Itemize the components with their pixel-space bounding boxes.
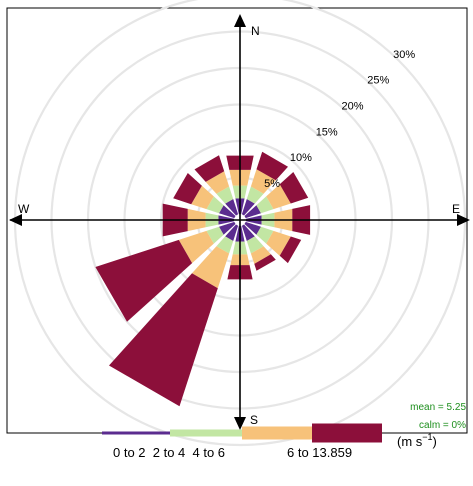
petal-30-3 [256, 151, 288, 181]
ring-label-5: 5% [264, 178, 280, 190]
petal-60-3 [279, 172, 309, 204]
petal-210-2 [192, 246, 230, 289]
petal-120-0 [244, 221, 261, 235]
compass-north-label: N [251, 24, 260, 38]
mean-stat: mean = 5.25 [410, 402, 466, 413]
petal-150-2 [250, 246, 271, 264]
compass-west-label: W [18, 202, 30, 216]
petal-240-0 [219, 221, 236, 235]
ring-label-15: 15% [316, 126, 338, 138]
south-arrow-icon [234, 417, 246, 430]
petal-330-3 [194, 155, 225, 182]
ring-label-20: 20% [342, 101, 364, 113]
petal-300-2 [191, 185, 214, 210]
calm-stat: calm = 0% [419, 420, 466, 431]
ring-labels: 5% 10% 15% 20% 25% 30% [264, 49, 415, 190]
petal-330-2 [205, 171, 230, 194]
compass-east-label: E [452, 202, 460, 216]
petal-150-0 [241, 224, 255, 241]
petal-30-0 [241, 199, 255, 216]
ring-label-10: 10% [290, 152, 312, 164]
compass-south-label: S [250, 413, 258, 427]
petal-210-3 [109, 273, 218, 407]
units-label: (m s−1) [397, 432, 437, 449]
petal-330-1 [216, 186, 234, 204]
units-close: ) [433, 434, 437, 449]
petal-330-0 [225, 199, 239, 216]
petal-300-0 [219, 205, 236, 219]
petal-120-1 [256, 226, 274, 244]
ring-label-30: 30% [393, 49, 415, 61]
legend-keys [102, 423, 382, 443]
petal-30-1 [246, 186, 264, 204]
legend-key-0 [102, 431, 170, 435]
legend-labels-prefix: 0 to 2 2 to 4 4 to 6 [113, 445, 225, 460]
petal-60-0 [244, 205, 261, 219]
petal-60-2 [266, 184, 291, 210]
units-exponent: −1 [422, 432, 432, 442]
ring-label-25: 25% [367, 75, 389, 87]
petal-120-2 [266, 230, 291, 256]
petal-210-1 [216, 236, 234, 254]
petal-300-1 [206, 196, 224, 214]
petal-150-1 [246, 236, 264, 254]
petal-300-3 [173, 173, 202, 205]
petal-60-1 [256, 196, 274, 214]
compass-axes [9, 14, 470, 430]
petal-150-3 [254, 254, 276, 271]
petal-210-0 [225, 224, 239, 241]
legend-key-3 [312, 423, 382, 443]
north-arrow-icon [234, 14, 246, 27]
legend: 0 to 2 2 to 4 4 to 6 6 to 13.859 (m s−1) [102, 423, 437, 460]
west-arrow-icon [9, 214, 22, 226]
legend-key-1 [170, 429, 242, 437]
legend-labels-suffix: 6 to 13.859 [287, 445, 352, 460]
petal-120-3 [279, 236, 302, 264]
petal-240-1 [206, 226, 224, 244]
east-arrow-icon [457, 214, 470, 226]
petal-30-2 [250, 169, 276, 194]
petal-240-2 [178, 230, 214, 264]
petal-240-3 [95, 239, 193, 322]
legend-key-2 [242, 426, 312, 440]
